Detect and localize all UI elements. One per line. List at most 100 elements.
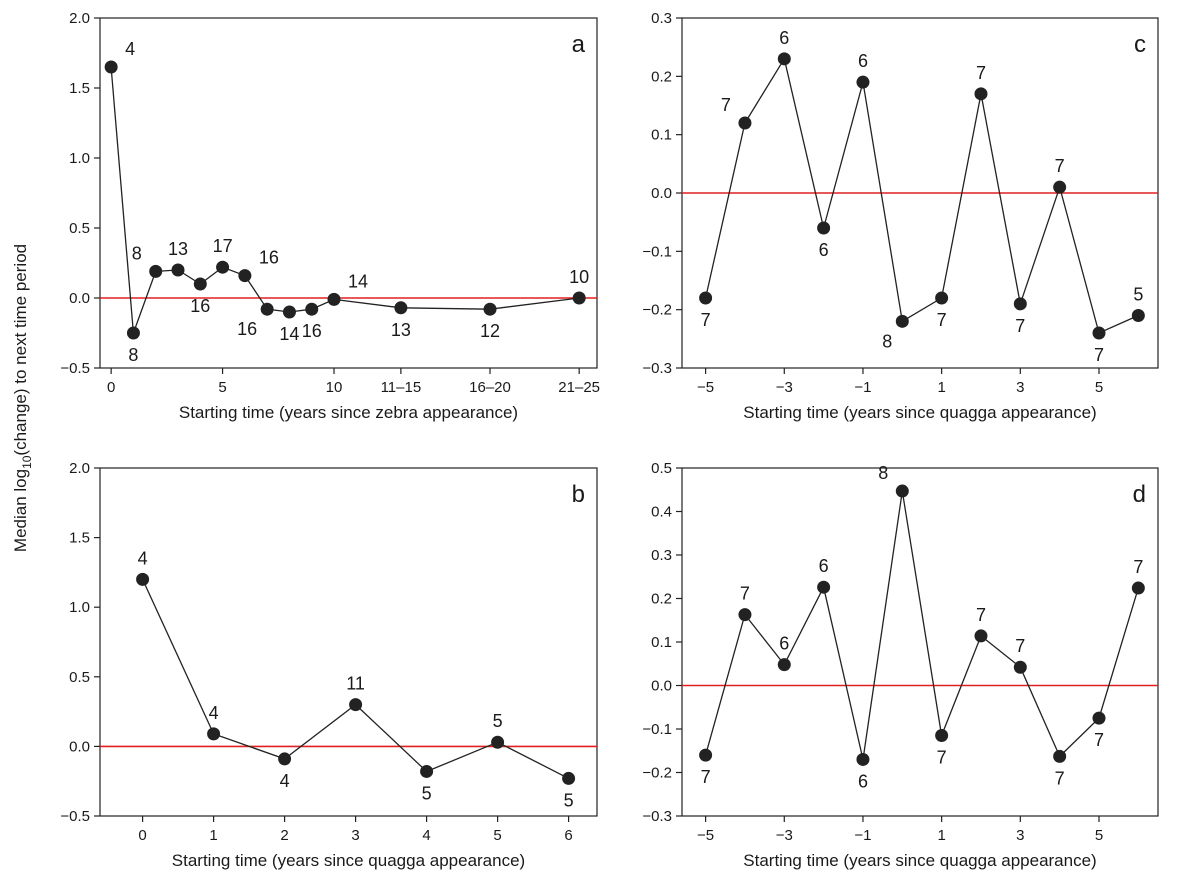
y-tick-label: 0.2 <box>651 591 672 608</box>
data-point-label: 8 <box>878 463 888 483</box>
data-point-label: 8 <box>132 243 142 263</box>
x-tick-label: 16–20 <box>469 379 511 396</box>
x-tick-label: 5 <box>1095 379 1103 396</box>
data-point <box>777 52 791 66</box>
data-point-label: 4 <box>125 39 135 59</box>
data-point <box>104 60 118 74</box>
panel-b: −0.5 0.0 0.5 1.0 1.5 2.0 0 1 2 3 4 5 6 Starting time … <box>60 460 598 870</box>
data-point-label: 7 <box>976 605 986 625</box>
data-point-label: 5 <box>1133 285 1143 305</box>
data-point <box>278 752 292 766</box>
data-point-label: 7 <box>1094 730 1104 750</box>
panel-a: −0.5 0.0 0.5 1.0 1.5 2.0 0 5 10 11–15 16–20 21–25 St… <box>60 10 600 422</box>
data-point-label: 5 <box>564 790 574 810</box>
y-tick-label: 0.0 <box>651 185 672 202</box>
panels-group: −0.50.00.51.01.52.00 5 10 11–15 16–20 21–25St… <box>60 10 1159 870</box>
y-tick-label: 0.1 <box>651 127 672 144</box>
data-point-label: 14 <box>348 271 368 291</box>
data-point <box>1131 581 1145 595</box>
data-point <box>738 116 752 130</box>
data-point-label: 7 <box>701 767 711 787</box>
panel-letter: a <box>572 31 586 58</box>
x-tick-label: 6 <box>564 827 572 844</box>
data-point-label: 7 <box>937 310 947 330</box>
data-point <box>738 608 752 622</box>
x-tick-label: 11–15 <box>381 379 422 396</box>
y-tick-label: −0.2 <box>642 765 672 782</box>
y-tick-label: −0.5 <box>60 808 90 825</box>
data-point <box>1053 749 1067 763</box>
x-tick-label: −5 <box>697 827 714 844</box>
data-point <box>483 302 497 316</box>
data-point <box>1013 660 1027 674</box>
data-point-label: 16 <box>237 319 257 339</box>
series-line <box>110 66 580 334</box>
data-point <box>349 698 363 712</box>
data-point-label: 7 <box>1015 636 1025 656</box>
data-point-label: 7 <box>1055 768 1065 788</box>
data-point-label: 7 <box>1055 156 1065 176</box>
data-point-label: 8 <box>882 331 892 351</box>
data-point-label: 8 <box>128 345 138 365</box>
data-point-label: 6 <box>819 556 829 576</box>
plot-frame <box>99 17 598 369</box>
data-point-label: 6 <box>858 771 868 791</box>
data-point <box>572 291 586 305</box>
data-point <box>974 87 988 101</box>
data-point <box>327 292 341 306</box>
y-tick-label: −0.3 <box>642 360 672 377</box>
data-point-label: 16 <box>190 296 210 316</box>
data-point-label: 4 <box>138 548 148 568</box>
x-tick-label: 1 <box>937 827 945 844</box>
data-point <box>238 269 252 283</box>
x-tick-label: 2 <box>280 827 288 844</box>
x-axis-title: Starting time (years since zebra appeara… <box>179 403 518 422</box>
y-tick-label: 0.1 <box>651 634 672 651</box>
y-tick-label: −0.1 <box>642 243 672 260</box>
y-tick-label: 1.5 <box>69 80 90 97</box>
data-point <box>1013 297 1027 311</box>
data-point-label: 7 <box>701 310 711 330</box>
x-tick-label: −3 <box>776 379 793 396</box>
data-point-label: 16 <box>302 321 322 341</box>
data-point-label: 6 <box>858 51 868 71</box>
data-point-label: 6 <box>779 28 789 48</box>
data-point-label: 5 <box>422 783 432 803</box>
data-point-label: 12 <box>480 321 500 341</box>
data-point-label: 7 <box>1133 557 1143 577</box>
y-tick-label: 2.0 <box>69 10 90 27</box>
x-tick-label: 1 <box>937 379 945 396</box>
panel-letter: d <box>1133 481 1146 508</box>
data-point <box>491 735 505 749</box>
data-point-label: 7 <box>1015 316 1025 336</box>
data-point-label: 17 <box>213 236 233 256</box>
y-tick-label: 0.0 <box>69 738 90 755</box>
data-point <box>1092 326 1106 340</box>
y-tick-label: 0.3 <box>651 10 672 27</box>
data-point-label: 14 <box>279 324 299 344</box>
x-tick-label: 0 <box>107 379 115 396</box>
data-point-label: 10 <box>569 267 589 287</box>
x-tick-label: −1 <box>854 827 871 844</box>
series-line <box>704 490 1139 760</box>
data-point <box>207 727 221 741</box>
data-point <box>126 326 140 340</box>
data-point <box>282 305 296 319</box>
y-tick-label: 2.0 <box>69 460 90 477</box>
panel-letter: c <box>1134 31 1146 58</box>
data-point <box>856 75 870 89</box>
data-point-label: 4 <box>280 771 290 791</box>
data-point <box>394 301 408 315</box>
x-tick-label: 1 <box>209 827 217 844</box>
x-axis-title: Starting time (years since quagga appear… <box>743 851 1096 870</box>
shared-y-axis-title: Median log10(change) to next time period <box>11 244 34 552</box>
data-point <box>699 748 713 762</box>
data-point <box>974 629 988 643</box>
data-point-label: 5 <box>493 711 503 731</box>
panel-letter: b <box>572 481 585 508</box>
data-point-label: 7 <box>740 584 750 604</box>
data-point-label: 13 <box>168 239 188 259</box>
series-line <box>704 57 1139 334</box>
panel-d: −0.3 −0.2 −0.1 0.0 0.1 0.2 0.3 0.4 0.5 −5 −3 −1 1 3 5 S… <box>642 460 1159 870</box>
x-tick-label: 5 <box>218 379 226 396</box>
